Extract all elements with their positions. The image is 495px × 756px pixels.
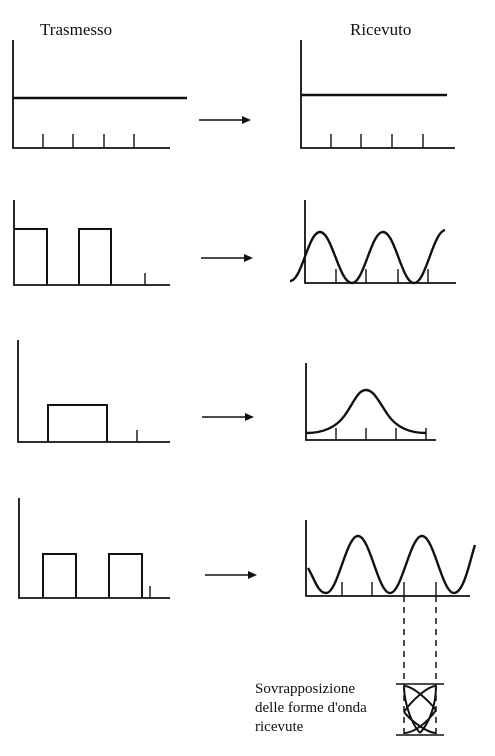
row-4-received-plot (305, 520, 477, 597)
row-4-arrow (205, 571, 257, 579)
row-3-transmitted-plot (17, 340, 170, 443)
row-3-received-axes (305, 363, 436, 441)
received-header: Ricevuto (350, 20, 412, 39)
row-4-transmitted-axes (18, 498, 170, 599)
row-2-transmitted-pulse-2 (78, 228, 112, 285)
row-1-arrow (199, 116, 251, 124)
eye-diagram-caption: Sovrapposizione delle forme d'onda ricev… (255, 680, 405, 737)
row-3-transmitted-pulse (47, 404, 108, 442)
row-2-received-signal (289, 228, 446, 285)
row-1-received-axes (300, 40, 455, 149)
row-3-transmitted-axes (17, 340, 170, 443)
row-4-transmitted-pulse-2 (108, 553, 143, 598)
eye-diagram (396, 596, 444, 736)
caption-line-1: Sovrapposizione (255, 681, 355, 697)
row-1-received-ticks (330, 134, 424, 148)
caption-line-3: ricevute (255, 719, 304, 735)
row-3-arrow (202, 413, 254, 421)
row-1-transmitted-plot (12, 40, 187, 149)
row-2-transmitted-pulse-1 (14, 228, 48, 285)
transmitted-header: Trasmesso (40, 20, 113, 39)
row-1-transmitted-axes (12, 40, 170, 149)
row-2-received-axes (304, 200, 456, 284)
eye-pattern (403, 685, 437, 734)
row-4-received-ticks (341, 582, 437, 596)
row-1-received-plot (300, 40, 455, 149)
row-4-transmitted-plot (18, 498, 170, 599)
row-4-received-signal (306, 534, 477, 595)
row-2-received-plot (289, 200, 456, 285)
row-2-transmitted-axes (13, 200, 170, 286)
row-4-transmitted-pulse-1 (42, 553, 77, 598)
row-3-received-ticks (335, 428, 427, 440)
row-2-arrow (201, 254, 253, 262)
caption-line-2: delle forme d'onda (255, 700, 367, 716)
row-2-received-ticks (335, 269, 429, 283)
row-4-received-axes (305, 520, 470, 597)
row-3-received-plot (305, 363, 436, 441)
row-2-transmitted-plot (13, 200, 170, 286)
row-1-transmitted-ticks (42, 134, 135, 148)
row-3-received-signal (305, 388, 427, 435)
